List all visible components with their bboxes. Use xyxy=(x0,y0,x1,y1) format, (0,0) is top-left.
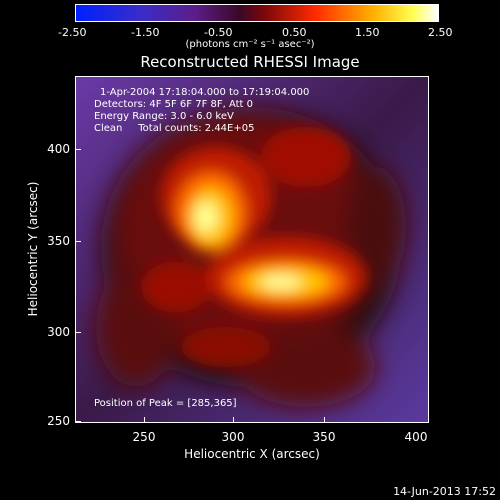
y-tick-mark xyxy=(75,149,81,150)
y-tick-label: 250 xyxy=(47,414,70,428)
image-title: Reconstructed RHESSI Image xyxy=(140,53,360,71)
energy-range-label: Energy Range: 3.0 - 6.0 keV xyxy=(94,111,234,122)
colorbar-tick: 2.50 xyxy=(428,26,453,39)
colorbar-tick: -2.50 xyxy=(58,26,87,39)
colorbar-gradient xyxy=(76,5,438,21)
y-tick-mark xyxy=(75,241,81,242)
timestamp: 14-Jun-2013 17:52 xyxy=(393,485,496,498)
time-range-label: 1-Apr-2004 17:18:04.000 to 17:19:04.000 xyxy=(100,87,310,98)
detectors-label: Detectors: 4F 5F 6F 7F 8F, Att 0 xyxy=(94,99,254,110)
y-tick-label: 300 xyxy=(47,325,70,339)
peak-position-label: Position of Peak = [285,365] xyxy=(94,398,237,409)
xray-image xyxy=(76,77,428,422)
y-tick-label: 350 xyxy=(47,234,70,248)
x-axis-label: Heliocentric X (arcsec) xyxy=(184,447,320,461)
y-tick-mark xyxy=(75,421,81,422)
colorbar-units: (photons cm⁻² s⁻¹ asec⁻²) xyxy=(185,39,315,50)
colorbar-tick: -0.50 xyxy=(204,26,233,39)
colorbar-tick: -1.50 xyxy=(131,26,160,39)
y-tick-label: 400 xyxy=(47,142,70,156)
y-tick-mark xyxy=(75,332,81,333)
x-tick-label: 350 xyxy=(312,430,336,444)
colorbar-tick: 1.50 xyxy=(355,26,380,39)
x-tick-mark xyxy=(324,417,325,423)
x-tick-mark xyxy=(233,417,234,423)
colorbar-tick: 0.50 xyxy=(282,26,307,39)
y-axis-label: Heliocentric Y (arcsec) xyxy=(26,181,40,317)
method-counts-label: Clean Total counts: 2.44E+05 xyxy=(94,123,255,134)
x-tick-label: 400 xyxy=(404,430,428,444)
image-panel: 1-Apr-2004 17:18:04.000 to 17:19:04.000 … xyxy=(75,76,429,423)
x-tick-label: 250 xyxy=(132,430,156,444)
colorbar xyxy=(75,4,439,22)
x-tick-label: 300 xyxy=(221,430,245,444)
x-tick-mark xyxy=(144,417,145,423)
